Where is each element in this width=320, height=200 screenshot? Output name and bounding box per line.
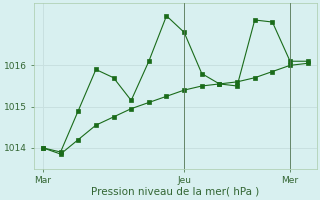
X-axis label: Pression niveau de la mer( hPa ): Pression niveau de la mer( hPa ) xyxy=(91,187,260,197)
